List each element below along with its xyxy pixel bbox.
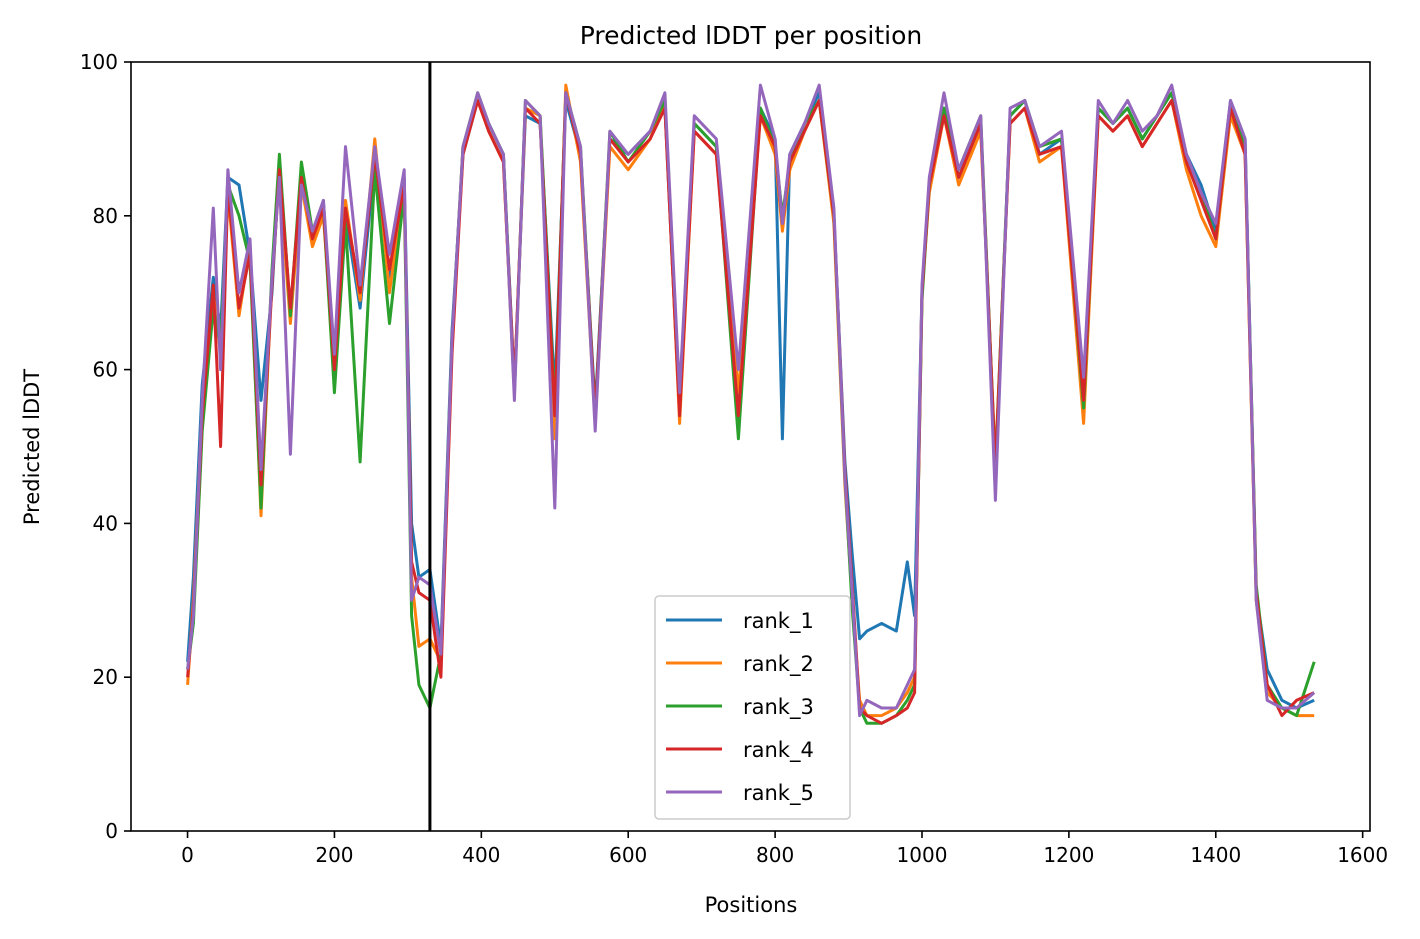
y-axis-title: Predicted lDDT (20, 369, 44, 525)
legend: rank_1 rank_2 rank_3 rank_4 rank_5 (654, 595, 851, 820)
x-tick-label: 1200 (1043, 843, 1094, 867)
x-tick-label: 1000 (897, 843, 948, 867)
x-axis: 0 200 400 600 800 1000 1200 1400 1600 (181, 831, 1388, 867)
legend-label-rank-2: rank_2 (743, 652, 814, 677)
x-tick-label: 600 (609, 843, 647, 867)
y-tick-label: 100 (80, 50, 118, 74)
legend-label-rank-5: rank_5 (743, 781, 814, 806)
plot-area (186, 62, 1316, 831)
legend-label-rank-1: rank_1 (743, 609, 814, 634)
x-tick-label: 400 (462, 843, 500, 867)
y-tick-label: 40 (93, 511, 118, 535)
legend-box (654, 595, 851, 820)
plot-frame (130, 61, 1371, 832)
y-tick-label: 20 (93, 665, 118, 689)
series-line-rank-5 (186, 83, 1316, 718)
x-axis-title: Positions (705, 893, 798, 917)
legend-label-rank-3: rank_3 (743, 695, 814, 720)
y-axis: 0 20 40 60 80 100 (80, 50, 131, 843)
y-tick-label: 0 (105, 819, 118, 843)
legend-label-rank-4: rank_4 (743, 738, 814, 763)
y-tick-label: 80 (93, 204, 118, 228)
x-tick-label: 1400 (1190, 843, 1241, 867)
x-tick-label: 800 (756, 843, 794, 867)
x-tick-label: 0 (181, 843, 194, 867)
chart-title: Predicted lDDT per position (580, 21, 922, 50)
y-tick-label: 60 (93, 358, 118, 382)
x-tick-label: 200 (315, 843, 353, 867)
x-tick-label: 1600 (1337, 843, 1388, 867)
